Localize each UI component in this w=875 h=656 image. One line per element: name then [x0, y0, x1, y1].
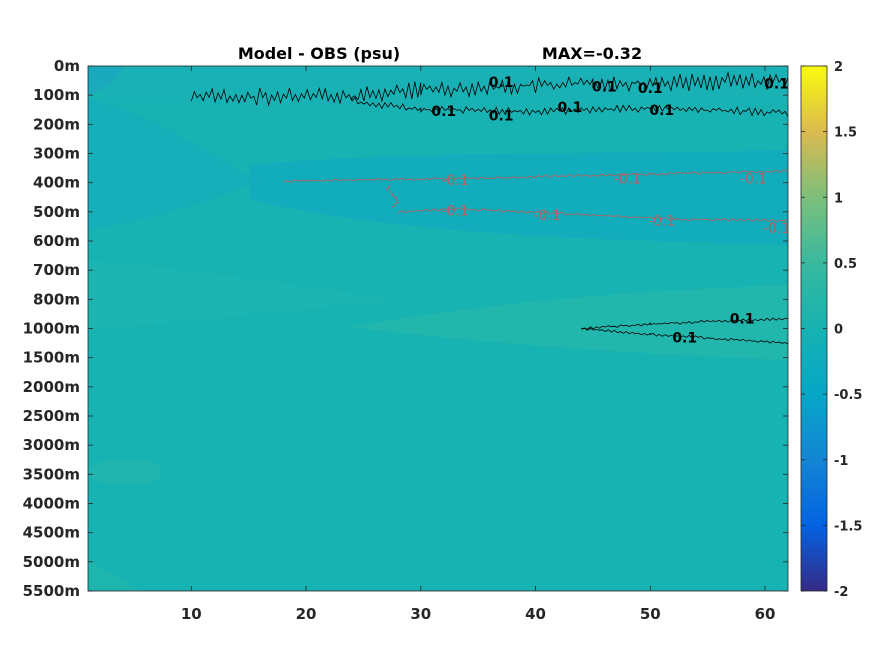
x-tick-label: 20: [296, 605, 317, 623]
y-tick-label: 0m: [54, 57, 80, 75]
y-tick-label: 4000m: [23, 495, 80, 513]
contour-label: -0.1: [442, 173, 469, 189]
chart-title: Model - OBS (psu): [238, 44, 400, 63]
contour-label: 0.1: [592, 79, 617, 95]
contour-label: 0.1: [489, 75, 514, 91]
y-tick-label: 300m: [33, 145, 80, 163]
colorbar-tick-label: 2: [834, 60, 843, 75]
contour-label: 0.1: [649, 103, 674, 119]
contour-line-shallow-upper: [190, 71, 788, 107]
colorbar-tick-label: -2: [834, 585, 848, 600]
field-negative-band-2: [88, 100, 260, 230]
contour-label: 0.1: [558, 100, 583, 116]
colorbar-tick-label: -1.5: [834, 519, 862, 534]
y-tick-label: 5500m: [23, 582, 80, 600]
contour-labels: 0.1 0.1 0.1 0.1 0.1 0.1 0.1 0.1 -0.1 -0.1 -0.1 -0.1…: [431, 75, 790, 346]
contour-line-negative-upper: [282, 169, 788, 183]
y-tick-label: 500m: [33, 203, 80, 221]
y-tick-label: 4500m: [23, 524, 80, 542]
contour-label: -0.1: [442, 203, 469, 219]
y-tick-label: 3500m: [23, 465, 80, 483]
colorbar-tick-label: 1.5: [834, 126, 857, 141]
contour-lines: [190, 71, 788, 345]
contour-line-deep-lower: [581, 327, 788, 345]
y-axis: 0m 100m 200m 300m 400m 500m 600m 700m 800m 1000m 1…: [23, 57, 788, 600]
x-tick-label: 60: [755, 605, 776, 623]
y-tick-label: 1000m: [23, 320, 80, 338]
colorbar-ticks: 2 1.5 1 0.5 0 -0.5 -1 -1.5 -2: [801, 60, 862, 600]
contour-label: 0.1: [431, 104, 456, 120]
contour-label: -0.1: [533, 208, 560, 224]
x-tick-label: 50: [640, 605, 661, 623]
field-patch-bottom: [88, 560, 140, 591]
contour-label: -0.1: [648, 214, 675, 230]
max-label: MAX=-0.32: [542, 44, 642, 63]
x-tick-label: 10: [181, 605, 202, 623]
contour-line-negative-lower: [397, 207, 788, 223]
colorbar-tick-label: 1: [834, 191, 843, 206]
y-tick-label: 700m: [33, 261, 80, 279]
colorbar: [800, 65, 828, 592]
y-tick-label: 400m: [33, 174, 80, 192]
contour-line-deep-upper: [581, 317, 788, 330]
y-tick-label: 2500m: [23, 407, 80, 425]
x-axis: 10 20 30 40 50 60: [181, 66, 776, 623]
y-tick-label: 600m: [33, 232, 80, 250]
colorbar-tick-label: 0: [834, 323, 843, 338]
y-tick-label: 2000m: [23, 378, 80, 396]
x-tick-label: 40: [525, 605, 546, 623]
contour-label: 0.1: [489, 109, 514, 125]
contour-line-negative-left: [385, 185, 399, 208]
y-tick-label: 200m: [33, 115, 80, 133]
field-patch-surface: [88, 66, 125, 95]
y-tick-label: 5000m: [23, 553, 80, 571]
colorbar-tick-label: -0.5: [834, 388, 862, 403]
colorbar-tick-label: 0.5: [834, 257, 857, 272]
contour-label: 0.1: [672, 330, 697, 346]
plot-area: 0.1 0.1 0.1 0.1 0.1 0.1 0.1 0.1 -0.1 -0.1 -0.1 -0.1…: [88, 66, 790, 591]
y-tick-label: 800m: [33, 290, 80, 308]
field-patch-deep: [88, 459, 163, 485]
field-positive-band-2: [88, 260, 400, 330]
contour-label: -0.1: [763, 221, 790, 237]
field-positive-band: [350, 285, 788, 360]
y-tick-label: 1500m: [23, 349, 80, 367]
contour-label: -0.1: [740, 171, 767, 187]
x-tick-label: 30: [410, 605, 431, 623]
contour-label: 0.1: [730, 311, 755, 327]
contour-label: 0.1: [638, 81, 663, 97]
y-tick-label: 100m: [33, 86, 80, 104]
contour-line-shallow-lower: [351, 96, 788, 117]
contour-label: 0.1: [764, 77, 789, 93]
colorbar-tick-label: -1: [834, 454, 848, 469]
y-tick-label: 3000m: [23, 436, 80, 454]
contour-label: -0.1: [614, 171, 641, 187]
